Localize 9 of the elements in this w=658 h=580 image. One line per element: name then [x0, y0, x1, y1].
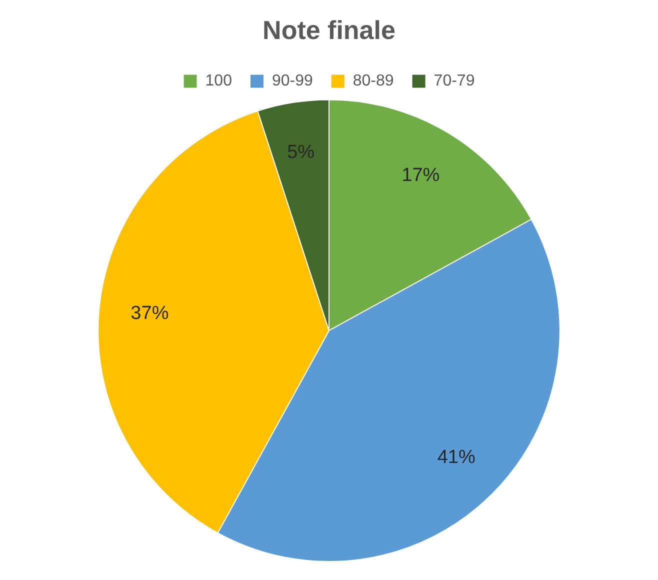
legend-label: 80-89 [352, 72, 394, 90]
data-label: 5% [287, 142, 315, 163]
data-label: 17% [402, 164, 440, 186]
data-label: 37% [130, 302, 169, 324]
legend-label: 100 [205, 72, 232, 90]
chart-title: Note finale [262, 14, 396, 45]
legend-label: 90-99 [272, 72, 313, 90]
data-label: 41% [437, 447, 476, 468]
legend-label: 70-79 [434, 72, 475, 90]
